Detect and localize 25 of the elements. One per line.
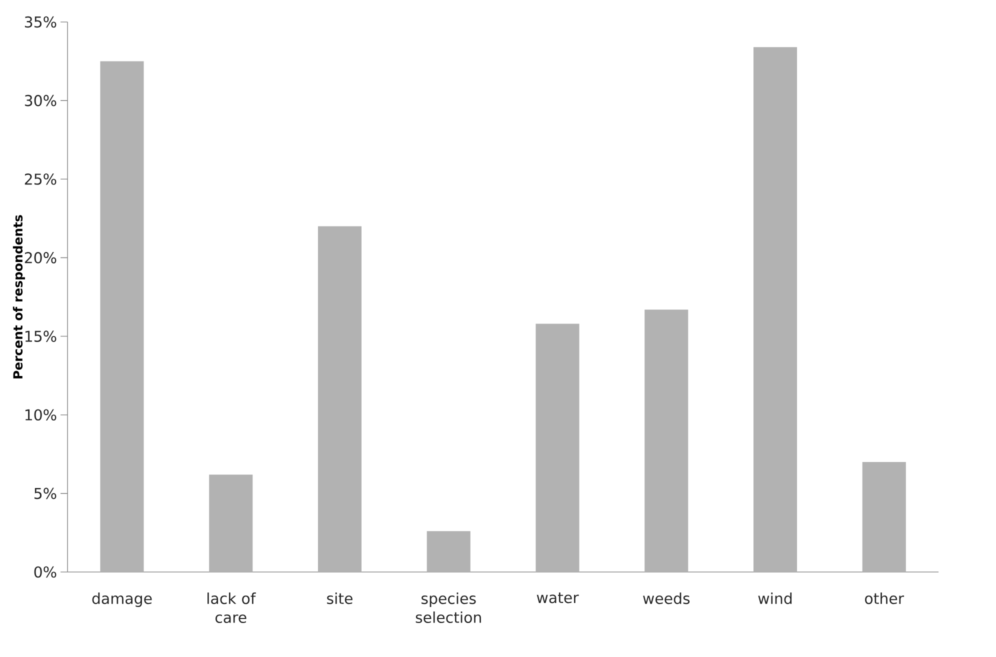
bar [100,61,144,572]
y-tick-label: 5% [34,488,56,500]
x-tick-label: damage [92,592,152,607]
x-tick-label: species selection [416,592,481,624]
y-tick-label: 30% [24,94,56,106]
y-axis-title: Percent of respondents [12,215,25,378]
bar [753,47,798,572]
y-tick-label: 0% [34,566,56,578]
y-tick-label: 10% [25,409,56,421]
bar [426,531,470,572]
bar [318,226,362,572]
x-tick-label: other [865,592,904,604]
x-tick-label: weeds [643,592,690,604]
bar [209,474,253,572]
x-tick-label: wind [758,592,792,604]
x-tick-label: site [327,592,352,604]
x-tick-label: water [536,592,579,604]
bar [862,462,906,572]
y-tick-label: 35% [24,16,56,28]
bar [536,324,580,572]
x-tick-label: lack of care [208,592,256,624]
y-tick-label: 15% [25,330,56,342]
bar [644,310,688,572]
y-tick-label: 20% [24,252,56,264]
y-tick-label: 25% [24,173,56,185]
